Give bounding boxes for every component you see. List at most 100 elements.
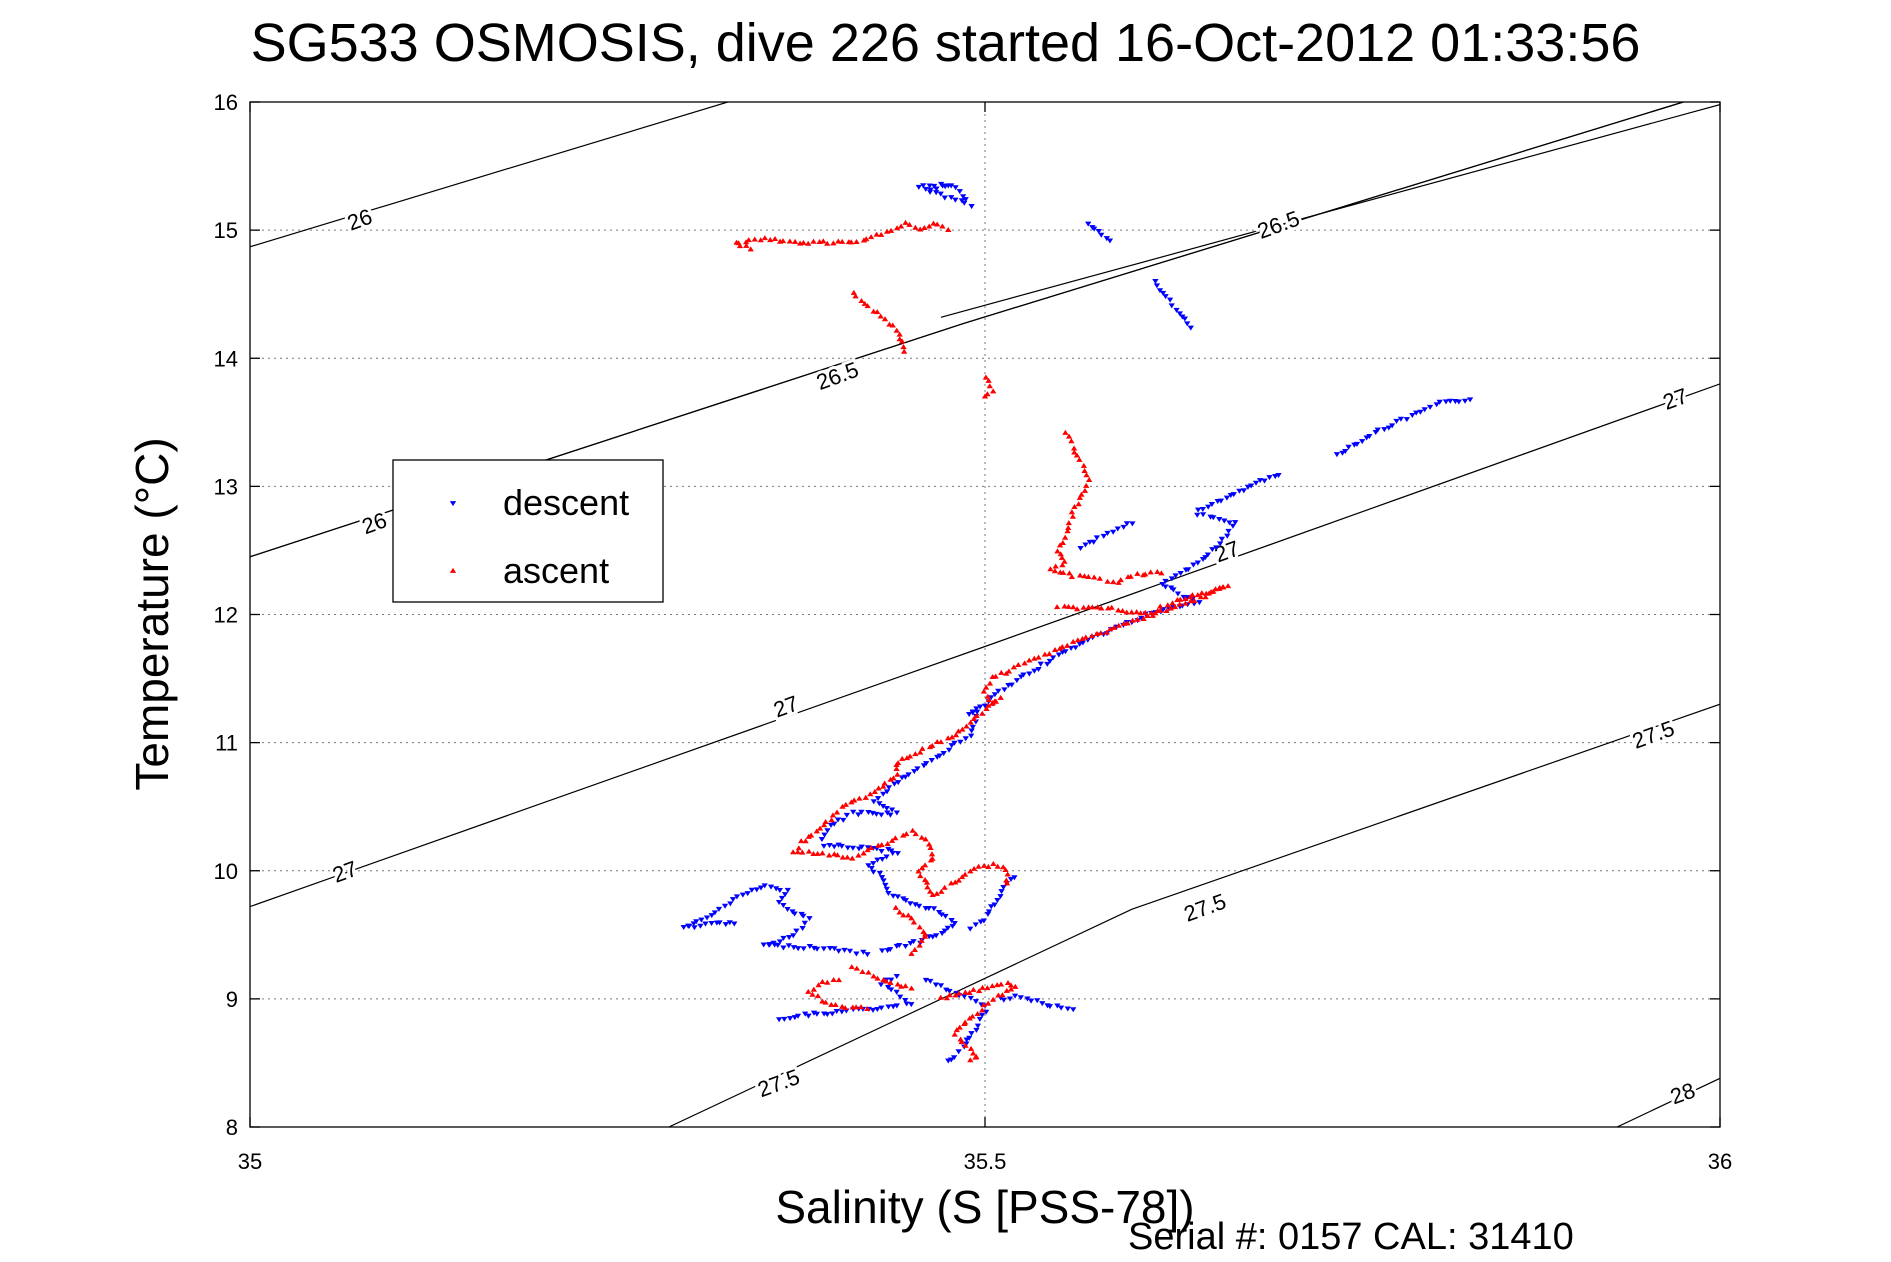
descent-point: [820, 843, 828, 849]
descent-point: [893, 810, 901, 816]
ascent-point: [1070, 604, 1077, 610]
descent-point: [805, 1013, 812, 1019]
descent-point: [893, 989, 900, 995]
ascent-point: [989, 996, 997, 1002]
ascent-point: [1182, 595, 1189, 602]
descent-point: [894, 894, 901, 900]
descent-point: [1385, 425, 1392, 431]
descent-point: [713, 920, 721, 926]
ascent-point: [1182, 600, 1189, 606]
ascent-point: [919, 745, 926, 751]
ascent-point: [1115, 607, 1122, 613]
contour-label: 27.5: [754, 1064, 803, 1102]
ascent-point: [953, 1027, 960, 1033]
descent-point: [972, 999, 980, 1005]
descent-point: [1017, 674, 1025, 680]
ascent-point: [998, 669, 1005, 675]
ascent-point: [849, 855, 856, 861]
descent-point: [1214, 498, 1221, 505]
ascent-point: [842, 1005, 849, 1011]
ascent-point: [905, 912, 912, 918]
ascent-point: [873, 231, 880, 237]
ascent-point: [955, 877, 962, 883]
descent-point: [760, 942, 767, 948]
ascent-point: [999, 992, 1006, 998]
ascent-point: [908, 915, 915, 921]
ascent-point: [943, 995, 950, 1001]
descent-point: [884, 948, 891, 954]
descent-point: [786, 1016, 794, 1022]
ascent-point: [958, 1039, 965, 1045]
ascent-point: [1081, 573, 1088, 579]
descent-point: [776, 939, 784, 945]
ascent-point: [924, 884, 931, 890]
ascent-point: [868, 234, 875, 240]
ascent-point: [1076, 572, 1084, 578]
descent-point: [1421, 407, 1428, 413]
ascent-point: [1096, 575, 1103, 581]
ascent-point: [1224, 583, 1232, 589]
y-tick-label: 9: [226, 987, 238, 1012]
descent-point: [1252, 480, 1260, 486]
ascent-point: [1046, 651, 1053, 657]
descent-point: [908, 1002, 915, 1008]
y-tick-label: 13: [214, 474, 238, 499]
descent-point: [922, 977, 930, 983]
descent-point: [997, 894, 1004, 900]
descent-point: [967, 926, 974, 932]
descent-point: [858, 844, 865, 850]
ascent-point: [1073, 452, 1081, 458]
ascent-point: [877, 313, 884, 319]
descent-point: [1168, 303, 1175, 309]
descent-point: [780, 945, 787, 951]
ascent-point: [853, 238, 860, 245]
descent-point: [1037, 661, 1044, 667]
ascent-point: [986, 680, 994, 686]
descent-point: [820, 946, 827, 952]
descent-point: [903, 1001, 910, 1007]
ascent-point: [1010, 664, 1018, 670]
descent-point: [915, 903, 923, 909]
ascent-point: [918, 865, 926, 871]
ascent-point: [894, 981, 901, 987]
descent-point: [929, 934, 936, 940]
descent-point: [968, 733, 975, 739]
ascent-point: [946, 992, 953, 998]
ascent-point: [875, 785, 882, 791]
ascent-point: [1128, 609, 1135, 615]
descent-point: [889, 850, 896, 856]
descent-point: [878, 875, 886, 881]
descent-point: [865, 810, 872, 816]
descent-point: [785, 935, 793, 941]
descent-point: [1005, 682, 1012, 688]
ascent-point: [984, 391, 991, 397]
descent-point: [775, 1017, 783, 1023]
descent-point: [994, 897, 1001, 904]
descent-point: [1393, 418, 1400, 424]
descent-point: [876, 801, 883, 807]
ascent-point: [975, 988, 983, 994]
ascent-point: [899, 755, 906, 761]
ascent-point: [926, 223, 933, 229]
ascent-point: [1051, 568, 1059, 574]
descent-point: [1176, 311, 1183, 317]
descent-point: [1168, 576, 1176, 582]
density-contour-26: [250, 102, 728, 248]
descent-point: [961, 994, 968, 1000]
descent-point: [1366, 434, 1373, 440]
descent-point: [1194, 512, 1201, 518]
descent-point: [944, 925, 951, 931]
ascent-point: [927, 857, 935, 863]
descent-point: [945, 183, 952, 189]
ascent-point: [980, 688, 987, 694]
descent-point: [941, 928, 948, 934]
descent-point: [1100, 533, 1107, 539]
ascent-point: [1064, 528, 1071, 534]
chart-title: SG533 OSMOSIS, dive 226 started 16-Oct-2…: [250, 13, 1641, 73]
descent-point: [753, 887, 760, 893]
descent-point: [1199, 557, 1207, 563]
descent-point: [1027, 998, 1035, 1004]
ascent-point: [990, 860, 997, 866]
descent-point: [693, 919, 700, 925]
